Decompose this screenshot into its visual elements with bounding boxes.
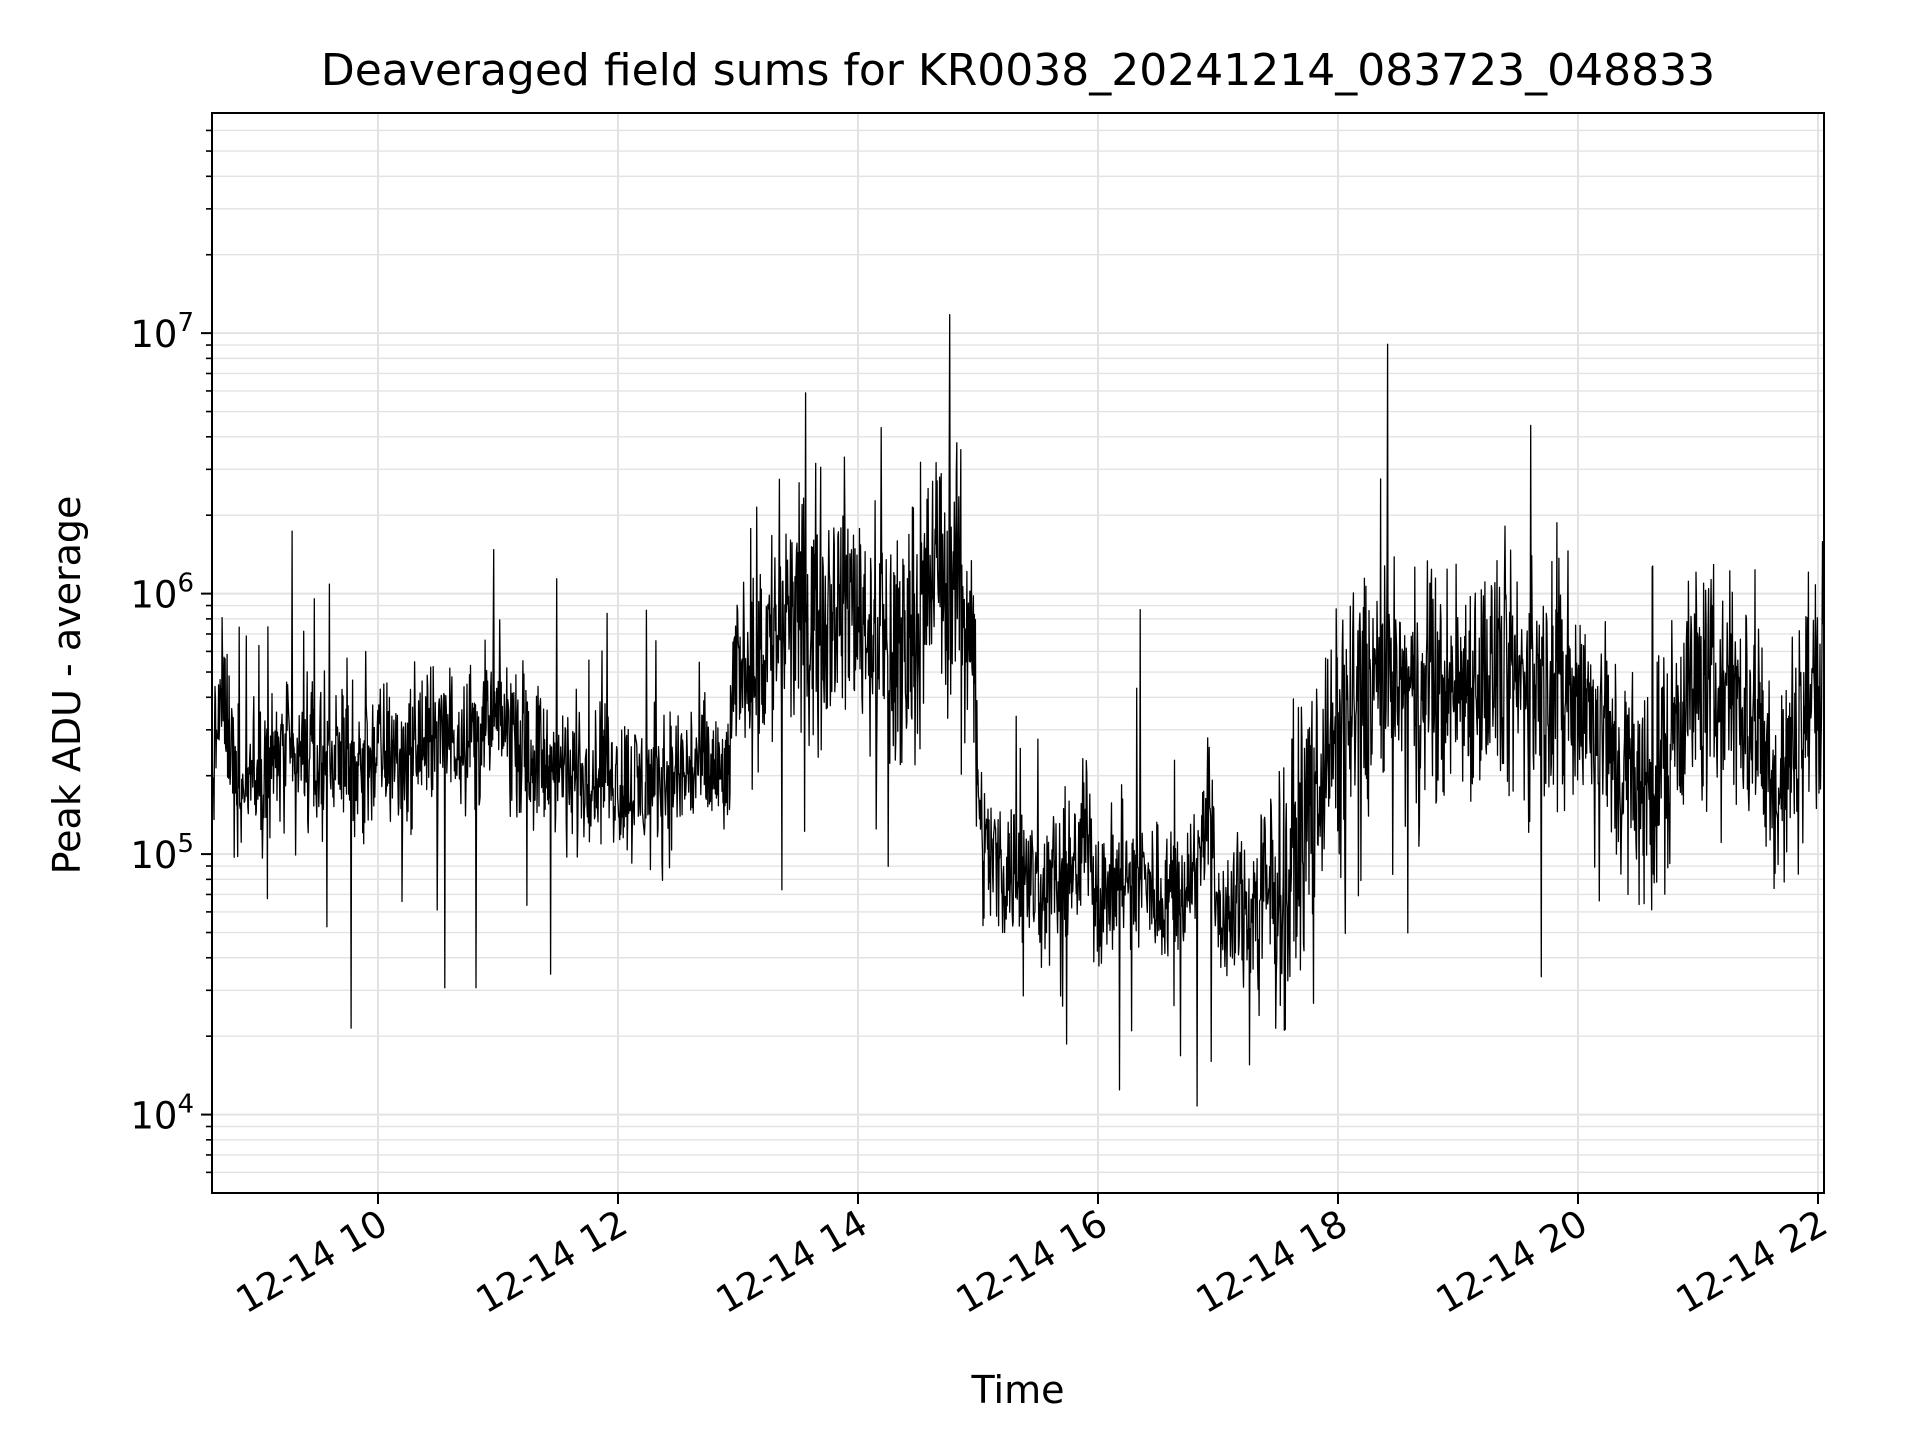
y-tick-label: 105 bbox=[130, 829, 194, 877]
y-tick-label: 104 bbox=[130, 1090, 194, 1138]
y-tick-label: 107 bbox=[130, 308, 194, 356]
series-line bbox=[211, 314, 1825, 1107]
y-axis-label: Peak ADU - average bbox=[45, 496, 89, 875]
series-layer bbox=[211, 314, 1825, 1107]
x-axis-label: Time bbox=[971, 1368, 1065, 1412]
plot-frame bbox=[211, 112, 1825, 1194]
y-axis: 104 105 106 107 bbox=[130, 129, 212, 1174]
chart-title: Deaveraged field sums for KR0038_2024121… bbox=[321, 45, 1715, 96]
grid bbox=[212, 113, 1824, 1193]
y-tick-label: 106 bbox=[130, 569, 194, 617]
